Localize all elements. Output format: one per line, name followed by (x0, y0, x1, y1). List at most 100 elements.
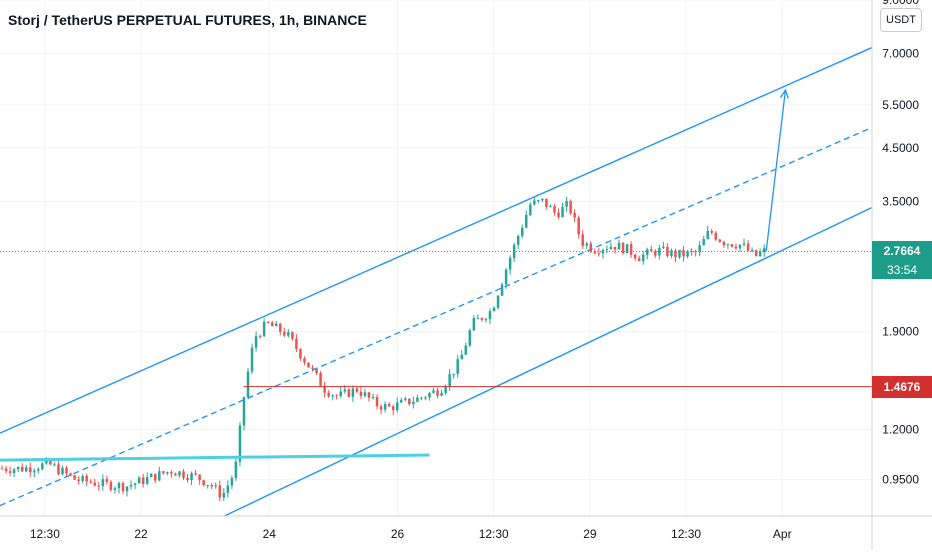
candle-body (287, 332, 290, 336)
candle-body (339, 391, 343, 397)
support-line (0, 453, 430, 462)
candle-body (565, 201, 568, 207)
candle-body (504, 269, 508, 285)
candle-body (702, 239, 705, 246)
candle-body (274, 323, 278, 327)
candle-body (637, 258, 641, 262)
chart-title: Storj / TetherUS PERPETUAL FUTURES, 1h, … (8, 12, 367, 28)
grid (0, 0, 872, 516)
x-tick-label: 22 (134, 527, 148, 541)
candle-body (246, 371, 250, 398)
candle-body (12, 469, 16, 473)
candle-body (190, 473, 193, 481)
candle-body (694, 251, 697, 253)
candle-body (404, 398, 407, 401)
candle-body (319, 372, 322, 386)
candle-body (754, 250, 758, 256)
candle-body (488, 311, 492, 320)
candle-body (420, 397, 423, 399)
candle-body (182, 471, 185, 478)
candle-body (335, 395, 338, 397)
candle-body (218, 485, 222, 498)
candle-body (170, 471, 173, 474)
candle-body (658, 247, 661, 256)
candle-body (379, 406, 383, 410)
candle-body (307, 362, 310, 368)
candle-body (194, 473, 197, 475)
candle-body (541, 198, 544, 201)
candle-body (315, 368, 318, 373)
candle-body (295, 338, 298, 350)
candle-body (101, 479, 105, 487)
candle-body (412, 401, 415, 405)
candle-body (464, 345, 468, 355)
candle-body (186, 477, 189, 481)
candle-body (444, 386, 447, 393)
candle-body (432, 390, 435, 393)
x-tick-label: 12:30 (671, 527, 701, 541)
candle-body (593, 251, 597, 254)
candle-body (149, 473, 153, 478)
candle-body (545, 198, 548, 208)
candle-body (746, 243, 750, 251)
candle-body (440, 392, 443, 396)
candle-body (113, 488, 117, 490)
candle-body (557, 212, 560, 218)
candle-body (456, 359, 459, 374)
candle-body (222, 492, 226, 498)
candle-body (81, 475, 84, 481)
candle-body (226, 485, 230, 493)
candle-body (69, 473, 72, 476)
candle-body (57, 464, 60, 475)
candle-body (448, 374, 451, 387)
candle-body (428, 392, 431, 398)
candle-body (4, 468, 8, 472)
candle-body (383, 404, 387, 410)
candle-body (77, 479, 80, 481)
candle-body (682, 250, 685, 257)
candle-body (331, 395, 334, 397)
candle-body (16, 466, 20, 470)
candle-body (666, 246, 669, 257)
candle-body (670, 250, 673, 257)
candle-body (299, 349, 302, 359)
candle-body (89, 481, 92, 483)
x-tick-label: Apr (773, 527, 792, 541)
candle-body (533, 200, 536, 205)
candle-body (97, 485, 101, 487)
candle-body (238, 425, 242, 462)
candle-body (145, 477, 149, 484)
candle-body (303, 358, 306, 363)
candles (0, 196, 766, 502)
candle-body (33, 470, 36, 473)
currency-button[interactable]: USDT (880, 8, 922, 32)
candle-body (395, 402, 399, 411)
candle-body (254, 336, 258, 348)
candle-body (250, 347, 254, 372)
candle-body (512, 244, 516, 259)
candle-body (645, 249, 649, 255)
candle-body (585, 243, 589, 246)
candle-body (355, 388, 359, 392)
countdown-value: 33:54 (886, 263, 918, 278)
x-tick-label: 24 (263, 527, 277, 541)
candle-body (722, 241, 726, 246)
candle-body (230, 478, 234, 486)
candle-body (391, 406, 395, 411)
candle-body (633, 254, 637, 259)
candle-body (617, 242, 621, 250)
candle-body (605, 249, 609, 251)
candle-body (726, 244, 730, 246)
candle-body (569, 201, 572, 214)
candle-body (37, 469, 40, 471)
candle-body (73, 475, 76, 480)
projection-arrow-line (765, 89, 787, 252)
y-tick-label: 3.5000 (882, 194, 919, 208)
candle-body (516, 235, 520, 245)
y-tick-label: 5.5000 (882, 98, 919, 112)
candle-body (662, 246, 665, 248)
candle-body (61, 467, 64, 475)
candle-body (650, 249, 653, 251)
